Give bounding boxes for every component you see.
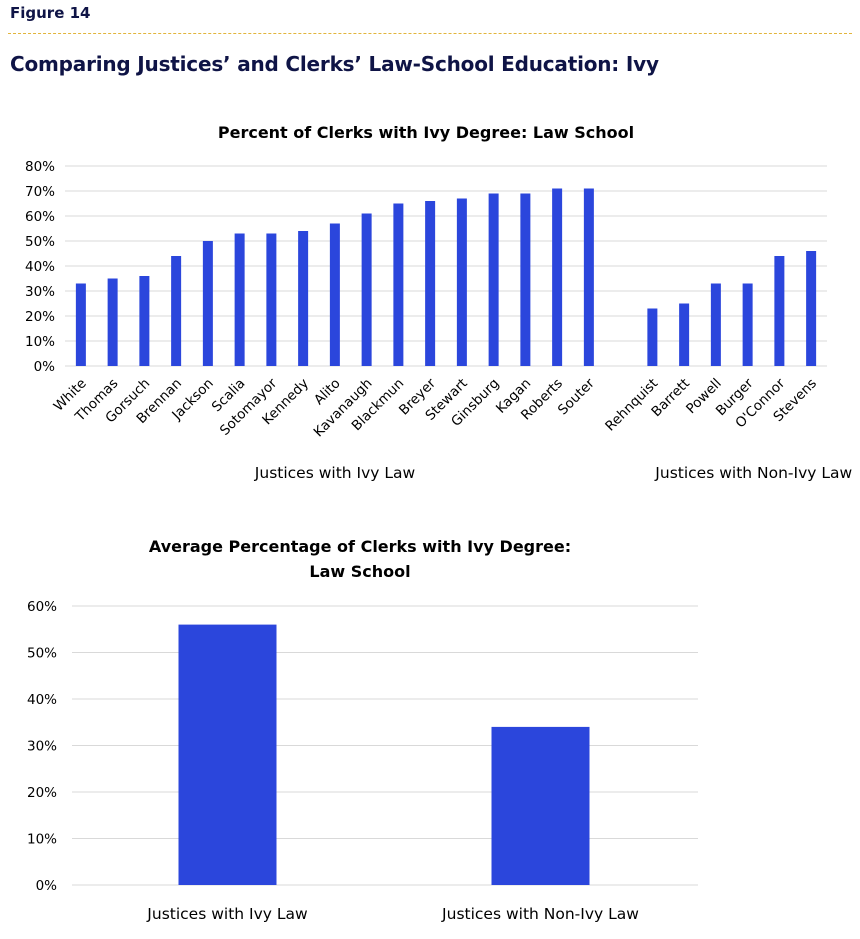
bar bbox=[552, 188, 563, 366]
bar bbox=[710, 283, 721, 366]
y-tick-label: 0% bbox=[36, 878, 58, 894]
bar bbox=[139, 276, 150, 366]
group-label: Justices with Ivy Law bbox=[254, 464, 416, 482]
bar bbox=[488, 193, 499, 366]
group-label: Justices with Non-Ivy Law bbox=[654, 464, 852, 482]
divider-rule bbox=[8, 33, 852, 34]
bar bbox=[806, 251, 817, 366]
y-tick-label: 50% bbox=[27, 646, 57, 662]
bar bbox=[329, 223, 340, 366]
figure-label: Figure 14 bbox=[10, 4, 91, 22]
bar bbox=[171, 256, 182, 366]
bar bbox=[266, 233, 277, 366]
x-tick-label: Justices with Non-Ivy Law bbox=[441, 905, 639, 923]
chart-title-line-2: Law School bbox=[309, 562, 410, 581]
bar bbox=[742, 283, 753, 366]
bar bbox=[202, 241, 213, 366]
x-tick-label: Justices with Ivy Law bbox=[146, 905, 308, 923]
bar bbox=[393, 203, 404, 366]
figure-title: Comparing Justices’ and Clerks’ Law-Scho… bbox=[10, 52, 659, 76]
bar bbox=[75, 283, 86, 366]
bar bbox=[647, 308, 658, 366]
y-tick-label: 50% bbox=[25, 234, 55, 250]
bar bbox=[491, 726, 590, 885]
x-tick-label: Souter bbox=[555, 375, 598, 418]
chart-percent-ivy-by-justice: Percent of Clerks with Ivy Degree: Law S… bbox=[25, 123, 853, 482]
chart-title-line-1: Average Percentage of Clerks with Ivy De… bbox=[149, 537, 571, 556]
bar bbox=[298, 231, 309, 366]
y-tick-label: 10% bbox=[27, 832, 57, 848]
y-tick-label: 30% bbox=[27, 739, 57, 755]
bar bbox=[583, 188, 594, 366]
bar bbox=[425, 201, 436, 366]
bar bbox=[679, 303, 690, 366]
y-tick-label: 80% bbox=[25, 159, 55, 175]
y-tick-label: 20% bbox=[27, 785, 57, 801]
bar bbox=[361, 213, 372, 366]
y-tick-label: 20% bbox=[25, 309, 55, 325]
y-tick-label: 40% bbox=[25, 259, 55, 275]
chart-average-percent-ivy: Average Percentage of Clerks with Ivy De… bbox=[27, 537, 698, 923]
bar bbox=[234, 233, 245, 366]
bar bbox=[456, 198, 467, 366]
y-tick-label: 70% bbox=[25, 184, 55, 200]
bar bbox=[107, 278, 118, 366]
bar bbox=[178, 624, 277, 885]
y-tick-label: 30% bbox=[25, 284, 55, 300]
bar bbox=[520, 193, 531, 366]
y-tick-label: 40% bbox=[27, 692, 57, 708]
y-tick-label: 0% bbox=[34, 359, 56, 375]
chart-title: Percent of Clerks with Ivy Degree: Law S… bbox=[218, 123, 634, 142]
y-tick-label: 10% bbox=[25, 334, 55, 350]
bar bbox=[774, 256, 785, 366]
y-tick-label: 60% bbox=[27, 599, 57, 615]
y-tick-label: 60% bbox=[25, 209, 55, 225]
